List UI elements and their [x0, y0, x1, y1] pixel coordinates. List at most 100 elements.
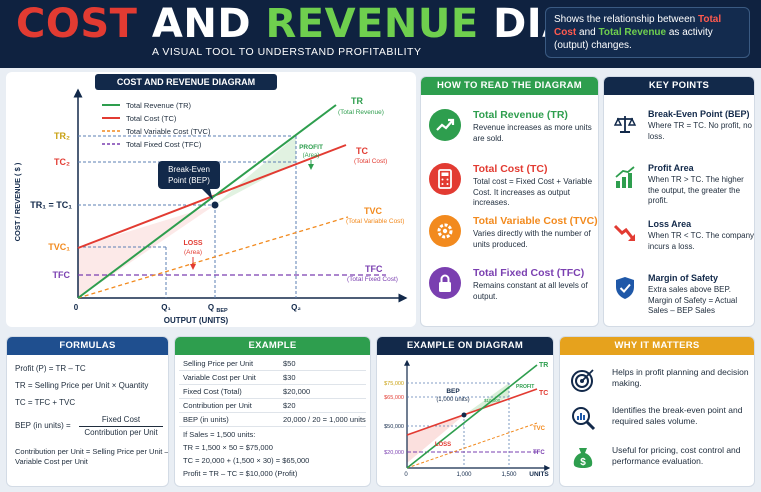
formula-tc: TC = TFC + TVC [15, 398, 76, 407]
shield-check-icon [612, 275, 638, 301]
x-tick-1500: 1,500 [501, 472, 517, 478]
example-row-label: Contribution per Unit [183, 401, 252, 410]
formula-tr: TR = Selling Price per Unit × Quantity [15, 381, 149, 390]
svg-text:$: $ [580, 457, 586, 468]
legend-item-tr: Total Revenue (TR) [126, 101, 192, 110]
example-row-label: Fixed Cost (Total) [183, 387, 242, 396]
example-row-label: Selling Price per Unit [183, 359, 254, 368]
main-diagram-svg: Break-Even Point (BEP) PROFIT (Area) LOS… [13, 88, 408, 325]
fraction-bar [79, 426, 163, 427]
row-divider [179, 384, 366, 385]
tr-line-label: TR [351, 96, 363, 106]
x-tick-0: 0 [404, 472, 408, 478]
bar-chart-up-icon [612, 165, 638, 191]
x-tick-q1: Q₁ [161, 303, 171, 312]
x-tick-1000: 1,000 [456, 472, 472, 478]
lock-icon [429, 267, 461, 299]
example-calc-line: TC = 20,000 + (1,500 × 30) = $65,000 [183, 456, 310, 465]
example-calc-line: Profit = TR – TC = $10,000 (Profit) [183, 469, 298, 478]
profit-sub-label: (Area) [303, 153, 320, 159]
page-subtitle: A VISUAL TOOL TO UNDERSTAND PROFITABILIT… [152, 46, 422, 58]
tfc-line-sub: (Total Fixed Cost) [347, 276, 398, 283]
profit-area [464, 383, 509, 415]
tc-line-label: TC [356, 146, 368, 156]
key-title-bep: Break-Even Point (BEP) [648, 109, 750, 119]
y-tick-75000: $75,000 [384, 381, 404, 387]
key-text-margin: Extra sales above BEP. Margin of Safety … [648, 285, 738, 315]
profit-value: $10,000 [484, 398, 501, 403]
tr-line-sub: (Total Revenue) [338, 109, 384, 116]
magnifier-chart-icon [570, 405, 596, 431]
tvc-line-label: TVC [364, 206, 383, 216]
trend-down-icon [612, 221, 638, 247]
loss-sub-label: (Area) [184, 249, 202, 256]
tr-line [406, 364, 538, 469]
how-title-tc: Total Cost (TC) [473, 163, 548, 175]
example-row-value: $20,000 [283, 387, 311, 396]
loss-area [407, 415, 464, 463]
tvc-line-label: TVC [533, 426, 546, 432]
tvc-line [77, 216, 349, 299]
example-row-label: Variable Cost per Unit [183, 373, 256, 382]
gear-icon [429, 215, 461, 247]
how-title-tfc: Total Fixed Cost (TFC) [473, 267, 585, 279]
row-divider [179, 426, 366, 427]
trend-up-icon [429, 109, 461, 141]
target-icon [570, 367, 596, 393]
row-divider [179, 398, 366, 399]
legend-item-tvc: Total Variable Cost (TVC) [126, 127, 211, 136]
tc-line-sub: (Total Cost) [354, 158, 387, 165]
y-tick-tr1-tc1: TR₁ = TC₁ [30, 200, 72, 210]
tfc-line-label: TFC [533, 450, 545, 456]
key-text-bep: Where TR = TC. No profit, no loss. [648, 121, 752, 141]
example-diagram-panel: EXAMPLE ON DIAGRAM BEP (1,000 units) PRO… [376, 336, 554, 487]
profit-label: PROFIT [516, 384, 534, 390]
x-tick-qbep-sub: BEP [216, 308, 228, 314]
formula-profit: Profit (P) = TR – TC [15, 364, 86, 373]
how-text-tr: Revenue increases as more units are sold… [473, 123, 592, 143]
y-tick-tfc: TFC [53, 270, 71, 280]
y-tick-tc2: TC₂ [54, 157, 70, 167]
key-title-profit: Profit Area [648, 163, 694, 173]
why-text: Useful for pricing, cost control and per… [612, 445, 741, 466]
why-text: Identifies the break-even point and requ… [612, 405, 743, 426]
bep-sub-label: (1,000 units) [436, 397, 469, 403]
note-text: as activity (output) changes. [554, 27, 713, 51]
x-axis-label: OUTPUT (UNITS) [164, 316, 229, 325]
x-tick-origin: 0 [74, 303, 79, 312]
key-text-profit: When TR > TC. The higher the output, the… [648, 175, 744, 205]
example-panel: EXAMPLE Selling Price per Unit $50 Varia… [174, 336, 371, 487]
bep-callout-pointer [202, 189, 213, 200]
formulas-panel: FORMULAS Profit (P) = TR – TC TR = Selli… [6, 336, 169, 487]
legend-item-tc: Total Cost (TC) [126, 114, 177, 123]
why-it-matters-panel: WHY IT MATTERS Helps in profit planning … [559, 336, 755, 487]
tc-line [406, 388, 538, 436]
header-banner: COST AND REVENUE DIAGRAM A VISUAL TOOL T… [0, 0, 761, 68]
example-row-value: $30 [283, 373, 296, 382]
title-word-revenue: REVENUE [265, 1, 479, 47]
example-row-value: $50 [283, 359, 296, 368]
note-total-revenue: Total Revenue [598, 27, 667, 38]
why-text: Helps in profit planning and decision ma… [612, 367, 749, 388]
formula-bep-numerator: Fixed Cost [101, 415, 141, 424]
bep-point [211, 201, 219, 209]
loss-label: LOSS [435, 442, 451, 448]
y-tick-tvc1: TVC₁ [48, 242, 70, 252]
example-heading: EXAMPLE [175, 337, 370, 355]
formulas-heading: FORMULAS [7, 337, 168, 355]
title-word-and: AND [151, 1, 252, 47]
loss-label: LOSS [183, 240, 202, 247]
key-text-loss: When TR < TC. The company incurs a loss. [648, 231, 755, 251]
x-tick-q2: Q₂ [291, 303, 301, 312]
example-row-value: $20 [283, 401, 296, 410]
how-title-tvc: Total Variable Cost (TVC) [473, 215, 598, 227]
how-text-tc: Total cost = Fixed Cost + Variable Cost.… [473, 177, 593, 207]
key-title-loss: Loss Area [648, 219, 692, 229]
row-divider [179, 412, 366, 413]
title-word-cost: COST [16, 1, 138, 47]
scale-icon [612, 111, 638, 137]
key-title-margin: Margin of Safety [648, 273, 719, 283]
profit-area [215, 136, 296, 205]
example-row-value: 20,000 / 20 = 1,000 units [283, 415, 366, 424]
note-text: Shows the relationship between [554, 14, 698, 25]
